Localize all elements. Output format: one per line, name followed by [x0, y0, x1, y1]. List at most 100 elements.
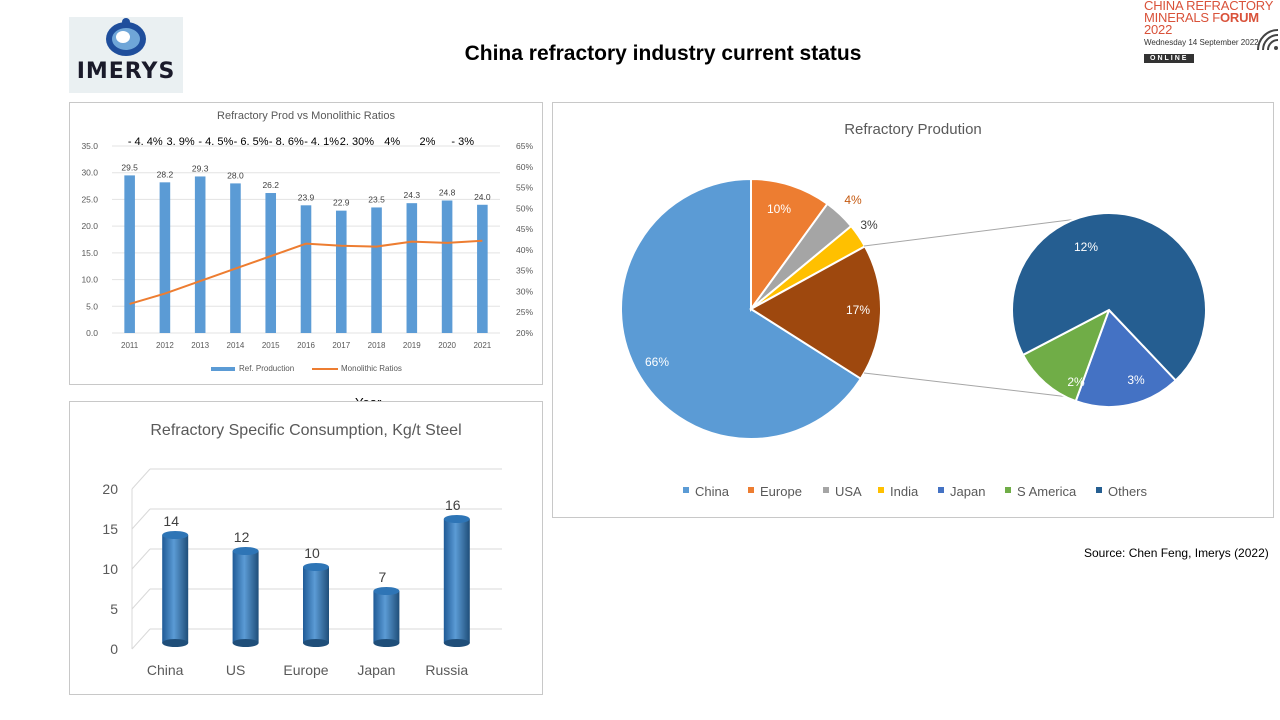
y-right-tick-label: 40% [516, 245, 533, 255]
y-tick-label: 0.0 [86, 328, 98, 338]
y-tick-label: 20 [102, 481, 118, 497]
bar [406, 203, 418, 333]
bar-value-label: 28.0 [227, 170, 244, 180]
y-tick-label: 20.0 [81, 221, 98, 231]
bar-value-label: 26.2 [262, 180, 279, 190]
cylinder-top [232, 547, 259, 555]
y-tick-label: 15.0 [81, 248, 98, 258]
pie-slice [749, 245, 882, 381]
y-tick-label: 15 [102, 521, 118, 537]
bar [230, 183, 241, 333]
bar-value-label: 12 [234, 529, 250, 545]
slice-label: 10% [767, 202, 791, 216]
forum-line2: MINERALS FORUM 2022 [1144, 10, 1259, 37]
legend-swatch [1096, 487, 1102, 493]
cylinder-top [443, 515, 470, 523]
bar-value-label: 29.5 [121, 162, 138, 172]
growth-label: - 4. 1% [304, 136, 339, 148]
legend-swatch [683, 487, 689, 493]
slice-label: 3% [860, 218, 878, 232]
legend-label-production: Ref. Production [239, 364, 294, 373]
gridline [131, 468, 151, 490]
legend-swatch [878, 487, 884, 493]
chart-specific-consumption: Refractory Specific Consumption, Kg/t St… [102, 422, 502, 678]
cylinder-base [232, 639, 259, 647]
x-tick-label: US [226, 662, 245, 678]
y-right-tick-label: 55% [516, 183, 533, 193]
x-tick-label: China [147, 662, 184, 678]
breakdown-label: 2% [1067, 375, 1085, 389]
logo-emblem-icon [106, 18, 146, 56]
connector-line [863, 217, 1086, 247]
legend-label: S America [1017, 484, 1077, 499]
bar [159, 182, 171, 333]
x-tick-label: Russia [425, 662, 468, 678]
y-tick-label: 5 [110, 601, 118, 617]
y-right-tick-label: 35% [516, 266, 533, 276]
bar-value-label: 24.8 [439, 187, 456, 197]
gridline [131, 548, 151, 570]
gridline [131, 508, 151, 530]
y-tick-label: 10 [102, 561, 118, 577]
breakdown-label: 3% [1127, 373, 1145, 387]
y-right-tick-label: 50% [516, 203, 533, 213]
legend-swatch [823, 487, 829, 493]
bar [477, 204, 488, 333]
imerys-logo: IMERYS [69, 17, 183, 93]
chart-panel-pie: Refractory Prodution 66% 10% 4% 3% 17% 3% 2% 12%… [552, 102, 1274, 518]
bar-value-label: 29.3 [192, 163, 209, 173]
legend-label: Europe [760, 484, 802, 499]
growth-label: 2% [420, 136, 436, 148]
y-right-tick-label: 20% [516, 328, 533, 338]
gridline [131, 628, 151, 650]
growth-label: 3. 9% [166, 136, 194, 148]
legend-label-ratios: Monolithic Ratios [341, 364, 402, 373]
y-right-tick-label: 60% [516, 162, 533, 172]
legend-swatch-production [211, 367, 235, 371]
source-note: Source: Chen Feng, Imerys (2022) [1084, 546, 1269, 560]
bar [265, 193, 277, 333]
cylinder-top [303, 563, 329, 571]
breakdown-label: 12% [1074, 240, 1098, 254]
legend-label: USA [835, 484, 862, 499]
cylinder-top [162, 531, 189, 539]
chart-panel-production: Refractory Prod vs Monolithic Ratios 0.0 5… [69, 102, 543, 385]
x-tick-label: 2014 [227, 341, 245, 350]
x-tick-label: 2016 [297, 341, 315, 350]
slice-label: 66% [645, 355, 669, 369]
bar-value-label: 24.3 [404, 190, 421, 200]
y-tick-label: 10.0 [81, 275, 98, 285]
legend-swatch [748, 487, 754, 493]
ratio-line [129, 239, 483, 305]
legend-label: Others [1108, 484, 1148, 499]
x-tick-label: 2011 [121, 341, 139, 350]
y-tick-label: 25.0 [81, 194, 98, 204]
cylinder-base [303, 639, 329, 647]
bar-value-label: 23.5 [368, 194, 385, 204]
growth-label: 4% [384, 136, 400, 148]
bar [335, 210, 347, 333]
y-tick-label: 5.0 [86, 301, 98, 311]
breakdown-slice [1021, 307, 1111, 403]
bar-value-label: 23.9 [298, 192, 315, 202]
growth-label: - 4. 4% [128, 136, 163, 148]
bar-value-label: 28.2 [157, 169, 174, 179]
bar-value-label: 14 [163, 513, 179, 529]
x-tick-label: 2020 [438, 341, 456, 350]
y-right-tick-label: 30% [516, 286, 533, 296]
cylinder-top [373, 587, 400, 595]
chart-title: Refractory Prodution [844, 121, 982, 138]
pie-slice [620, 177, 863, 440]
signal-icon [1257, 29, 1279, 51]
legend-label: Japan [950, 484, 985, 499]
forum-badge: CHINA REFRACTORY MINERALS FORUM 2022 Wed… [1144, 0, 1280, 63]
chart-title: Refractory Prod vs Monolithic Ratios [217, 110, 395, 122]
growth-label: 2. 30% [340, 136, 374, 148]
cylinder-bar [303, 567, 329, 643]
chart-panel-consumption: Refractory Specific Consumption, Kg/t St… [69, 401, 543, 695]
bar [194, 176, 206, 333]
y-right-tick-label: 45% [516, 224, 533, 234]
bar [124, 175, 135, 333]
legend-swatch [1005, 487, 1011, 493]
gridline [131, 588, 151, 610]
